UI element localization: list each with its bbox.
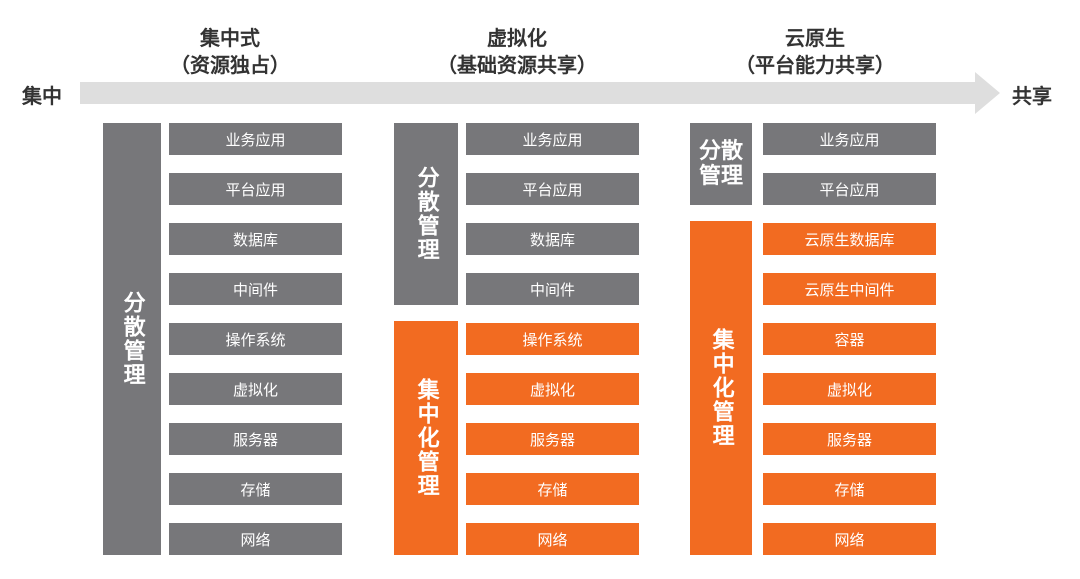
management-label: 集中化管理 [413, 378, 439, 498]
column-subtitle: （平台能力共享） [735, 53, 895, 77]
column-title: 虚拟化 [487, 26, 547, 50]
layer-box: 中间件 [169, 273, 342, 305]
layer-box: 虚拟化 [466, 373, 639, 405]
management-block: 分散管理 [394, 123, 458, 305]
layer-box: 服务器 [466, 423, 639, 455]
layer-box: 云原生数据库 [763, 223, 936, 255]
layer-box: 网络 [466, 523, 639, 555]
layer-box: 操作系统 [466, 323, 639, 355]
arrow-start: 集中 [22, 84, 62, 108]
management-block: 集中化管理 [690, 221, 752, 555]
layer-box: 业务应用 [169, 123, 342, 155]
arrow-end: 共享 [1012, 84, 1052, 108]
management-label: 集中化管理 [708, 328, 734, 448]
layer-box: 网络 [763, 523, 936, 555]
management-block: 分散管理 [103, 123, 161, 555]
layer-box: 虚拟化 [169, 373, 342, 405]
layer-box: 存储 [169, 473, 342, 505]
layer-box: 云原生中间件 [763, 273, 936, 305]
layer-box: 业务应用 [763, 123, 936, 155]
layer-box: 数据库 [466, 223, 639, 255]
layer-box: 服务器 [763, 423, 936, 455]
layer-box: 存储 [763, 473, 936, 505]
layer-box: 存储 [466, 473, 639, 505]
layer-box: 数据库 [169, 223, 342, 255]
column-subtitle: （资源独占） [170, 53, 290, 77]
management-label: 分散管理 [119, 291, 145, 387]
column-title: 云原生 [785, 26, 845, 50]
column-subtitle: （基础资源共享） [437, 53, 597, 77]
layer-box: 平台应用 [466, 173, 639, 205]
layer-box: 中间件 [466, 273, 639, 305]
layer-box: 网络 [169, 523, 342, 555]
layer-box: 平台应用 [169, 173, 342, 205]
layer-box: 平台应用 [763, 173, 936, 205]
layer-box: 容器 [763, 323, 936, 355]
management-label: 分散管理 [698, 138, 743, 189]
management-block: 分散管理 [690, 123, 752, 205]
layer-box: 操作系统 [169, 323, 342, 355]
arrow-shape [80, 72, 1000, 114]
column-title: 集中式 [200, 26, 260, 50]
management-block: 集中化管理 [394, 321, 458, 555]
layer-box: 虚拟化 [763, 373, 936, 405]
layer-box: 服务器 [169, 423, 342, 455]
management-label: 分散管理 [413, 166, 439, 262]
layer-box: 业务应用 [466, 123, 639, 155]
